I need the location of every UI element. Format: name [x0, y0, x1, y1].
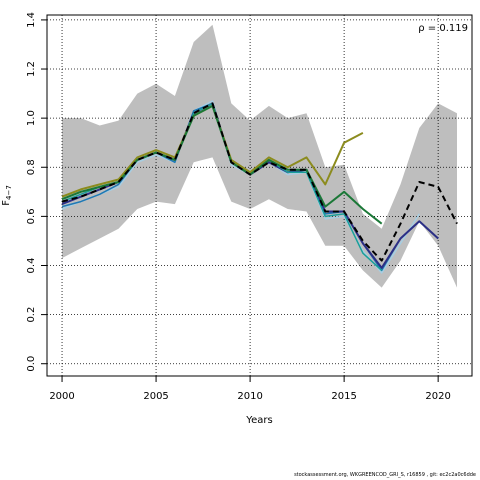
- confidence-band-layer: [62, 24, 457, 288]
- x-tick-label: 2005: [143, 391, 168, 402]
- y-tick-label: 0.0: [26, 356, 37, 372]
- x-axis: 2000 2005 2010 2015 2020: [49, 376, 451, 402]
- y-tick-label: 1.0: [26, 110, 37, 126]
- x-tick-label: 2015: [331, 391, 356, 402]
- plot-frame: [46, 14, 473, 377]
- footer-credit: stockassessment.org, WKGREENCOD_GRI_S, r…: [294, 472, 476, 478]
- y-axis: 0.0 0.2 0.4 0.6 0.8 1.0 1.2 1.4: [26, 12, 47, 372]
- y-tick-label: 0.8: [26, 159, 37, 175]
- x-tick-label: 2020: [425, 391, 450, 402]
- grid-layer: [47, 15, 472, 376]
- x-tick-label: 2000: [49, 391, 74, 402]
- y-tick-label: 0.4: [26, 258, 37, 274]
- y-tick-label: 0.6: [26, 208, 37, 224]
- y-tick-label: 1.2: [26, 61, 37, 77]
- x-axis-title: Years: [245, 415, 272, 426]
- x-tick-label: 2010: [237, 391, 262, 402]
- y-tick-label: 0.2: [26, 307, 37, 323]
- y-axis-title: F4−7: [1, 185, 13, 206]
- confidence-band: [62, 24, 457, 288]
- series-layer: [61, 100, 458, 274]
- y-tick-label: 1.4: [26, 12, 37, 28]
- series-line-black: [61, 102, 458, 262]
- correlation-annotation: ρ = 0.119: [418, 23, 468, 34]
- y-axis-title-sub: 4−7: [5, 185, 13, 200]
- y-axis-title-main: F: [1, 200, 12, 206]
